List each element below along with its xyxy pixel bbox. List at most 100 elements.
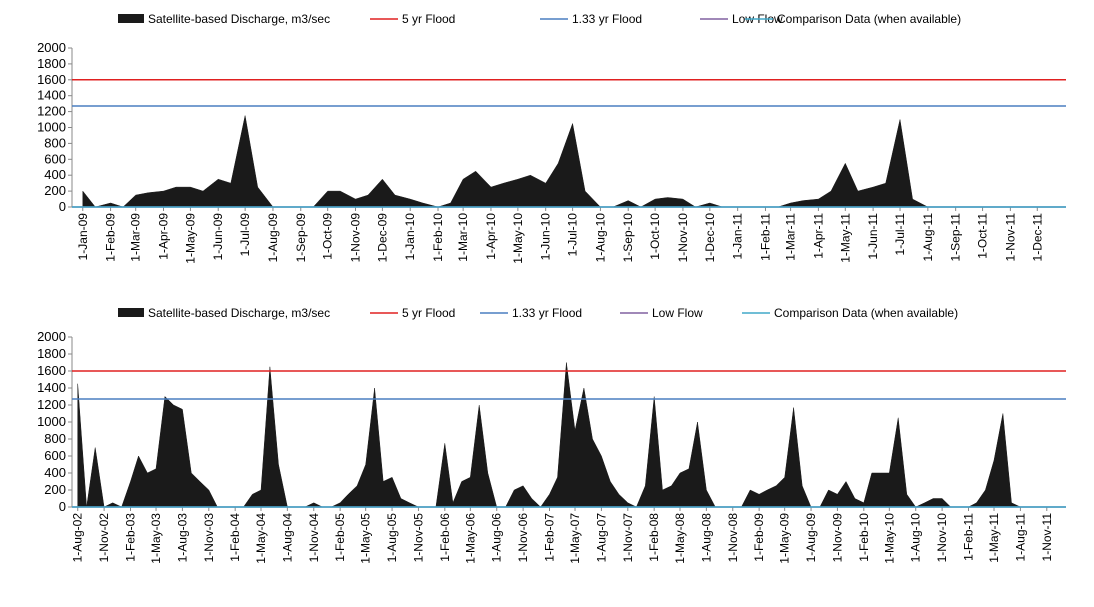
y-tick-label: 200: [44, 482, 66, 497]
x-tick-label: 1-Feb-11: [961, 513, 975, 561]
y-tick-label: 600: [44, 448, 66, 463]
y-tick-label: 1800: [37, 56, 66, 71]
x-tick-label: 1-Aug-10: [909, 513, 923, 563]
x-tick-label: 1-Aug-06: [490, 513, 504, 563]
legend-label: 1.33 yr Flood: [572, 12, 642, 26]
legend-label: Low Flow: [652, 306, 703, 320]
x-tick-label: 1-Jun-09: [211, 213, 225, 261]
y-tick-label: 800: [44, 135, 66, 150]
x-tick-label: 1-Nov-11: [1003, 213, 1017, 262]
legend-label: Comparison Data (when available): [774, 306, 958, 320]
x-tick-label: 1-Aug-05: [385, 513, 399, 563]
y-tick-label: 1600: [37, 363, 66, 378]
x-tick-label: 1-Jun-11: [866, 213, 880, 260]
x-tick-label: 1-Jan-11: [731, 213, 745, 260]
y-tick-label: 800: [44, 431, 66, 446]
y-tick-label: 400: [44, 465, 66, 480]
x-tick-label: 1-Dec-11: [1030, 213, 1044, 262]
x-tick-label: 1-Jul-10: [566, 213, 580, 257]
x-tick-label: 1-Feb-04: [228, 513, 242, 562]
x-tick-label: 1-Aug-11: [921, 213, 935, 262]
x-tick-label: 1-Dec-09: [375, 213, 389, 263]
x-tick-label: 1-Feb-11: [758, 213, 772, 261]
x-tick-label: 1-May-09: [778, 513, 792, 564]
legend-label: Satellite-based Discharge, m3/sec: [148, 306, 330, 320]
x-tick-label: 1-Nov-10: [935, 513, 949, 563]
x-tick-label: 1-Oct-10: [648, 213, 662, 260]
x-tick-label: 1-Nov-07: [621, 513, 635, 563]
x-tick-label: 1-May-10: [511, 213, 525, 264]
x-tick-label: 1-May-10: [882, 513, 896, 564]
x-tick-label: 1-Sep-10: [621, 213, 635, 263]
x-tick-label: 1-Aug-10: [593, 213, 607, 263]
x-tick-label: 1-Jul-09: [238, 213, 252, 257]
x-tick-label: 1-Feb-10: [857, 513, 871, 562]
y-tick-label: 1600: [37, 72, 66, 87]
x-tick-label: 1-Aug-09: [804, 513, 818, 563]
x-tick-label: 1-Nov-06: [516, 513, 530, 563]
y-tick-label: 400: [44, 167, 66, 182]
x-tick-label: 1-May-09: [183, 213, 197, 264]
x-tick-label: 1-Feb-09: [752, 513, 766, 562]
x-tick-label: 1-Nov-02: [97, 513, 111, 563]
x-tick-label: 1-May-11: [987, 513, 1001, 563]
x-tick-label: 1-May-04: [254, 513, 268, 564]
legend-label: Satellite-based Discharge, m3/sec: [148, 12, 330, 26]
x-tick-label: 1-May-07: [568, 513, 582, 564]
x-tick-label: 1-Aug-03: [175, 513, 189, 563]
y-tick-label: 1400: [37, 380, 66, 395]
y-tick-label: 1800: [37, 346, 66, 361]
x-tick-label: 1-Aug-09: [266, 213, 280, 263]
y-tick-label: 0: [59, 199, 66, 214]
y-tick-label: 600: [44, 151, 66, 166]
y-tick-label: 1200: [37, 397, 66, 412]
legend-label: 5 yr Flood: [402, 306, 455, 320]
y-tick-label: 2000: [37, 329, 66, 344]
x-tick-label: 1-Feb-10: [431, 213, 445, 262]
x-tick-label: 1-Mar-09: [129, 213, 143, 262]
x-tick-label: 1-Mar-10: [456, 213, 470, 262]
x-tick-label: 1-Aug-11: [1013, 513, 1027, 562]
x-tick-label: 1-Aug-02: [71, 513, 85, 563]
x-tick-label: 1-Jan-09: [76, 213, 90, 261]
x-tick-label: 1-Feb-08: [647, 513, 661, 562]
x-tick-label: 1-Mar-11: [784, 213, 798, 261]
y-tick-label: 1400: [37, 88, 66, 103]
x-tick-label: 1-Nov-09: [830, 513, 844, 563]
x-tick-label: 1-Dec-10: [703, 213, 717, 263]
x-tick-label: 1-Jul-11: [893, 213, 907, 256]
x-tick-label: 1-Nov-08: [726, 513, 740, 563]
x-tick-label: 1-Aug-04: [280, 513, 294, 563]
y-tick-label: 2000: [37, 40, 66, 55]
y-tick-label: 1200: [37, 104, 66, 119]
x-tick-label: 1-Aug-08: [699, 513, 713, 563]
x-tick-label: 1-Oct-11: [976, 213, 990, 259]
x-tick-label: 1-Nov-10: [676, 213, 690, 263]
x-tick-label: 1-Jun-10: [539, 213, 553, 261]
x-tick-label: 1-Feb-06: [438, 513, 452, 562]
legend-swatch: [118, 14, 144, 23]
x-tick-label: 1-May-08: [673, 513, 687, 564]
y-tick-label: 1000: [37, 120, 66, 135]
legend-swatch: [118, 308, 144, 317]
x-tick-label: 1-Nov-04: [307, 513, 321, 563]
y-tick-label: 1000: [37, 414, 66, 429]
x-tick-label: 1-Nov-09: [348, 213, 362, 263]
legend-label: 1.33 yr Flood: [512, 306, 582, 320]
x-tick-label: 1-May-03: [149, 513, 163, 564]
x-tick-label: 1-Feb-03: [124, 513, 138, 562]
legend-label: Comparison Data (when available): [777, 12, 961, 26]
legend-label: 5 yr Flood: [402, 12, 455, 26]
x-tick-label: 1-Apr-10: [484, 213, 498, 260]
discharge-area: [82, 115, 1050, 208]
x-tick-label: 1-Sep-11: [949, 213, 963, 262]
x-tick-label: 1-Oct-09: [321, 213, 335, 260]
x-tick-label: 1-Apr-09: [157, 213, 171, 260]
y-tick-label: 0: [59, 499, 66, 514]
x-tick-label: 1-Nov-03: [202, 513, 216, 563]
discharge-area: [77, 362, 1056, 508]
x-tick-label: 1-Feb-07: [542, 513, 556, 562]
x-tick-label: 1-Sep-09: [294, 213, 308, 263]
